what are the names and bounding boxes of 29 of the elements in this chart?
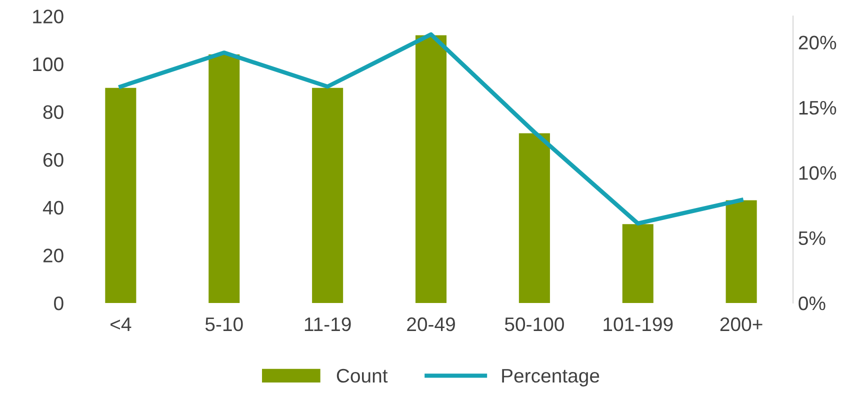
y2-tick-label: 15% [799,100,836,115]
bar [208,54,240,303]
x-tick-label: <4 [110,318,132,331]
bar [726,200,757,303]
x-tick-label: 5-10 [205,317,243,332]
y2-tick-label: 20% [798,36,836,50]
y-tick-label: 0 [54,296,64,310]
y2-tick-label: 0% [798,296,826,310]
x-tick-label: 101-199 [604,317,673,332]
y2-tick-label: 5% [798,231,826,246]
bar [105,88,136,303]
x-tick-label: 50-100 [504,317,564,332]
x-tick-label: 200+ [720,317,762,332]
y-tick-label: 120 [33,10,64,24]
bar [518,133,550,303]
y-tick-label: 80 [43,105,64,120]
x-tick-label: 20-49 [407,317,455,332]
bar [312,88,344,303]
y-tick-label: 20 [43,248,64,262]
y-tick-label: 100 [33,57,64,72]
bar [622,224,654,303]
y-tick-label: 60 [43,153,64,167]
y2-tick-label: 10% [799,166,836,180]
legend-label: Percentage [502,369,600,386]
x-tick-label: 11-19 [304,317,351,332]
line-series [118,32,744,226]
legend-label: Count [336,368,388,383]
bar [415,35,447,303]
y-tick-label: 40 [42,200,64,215]
